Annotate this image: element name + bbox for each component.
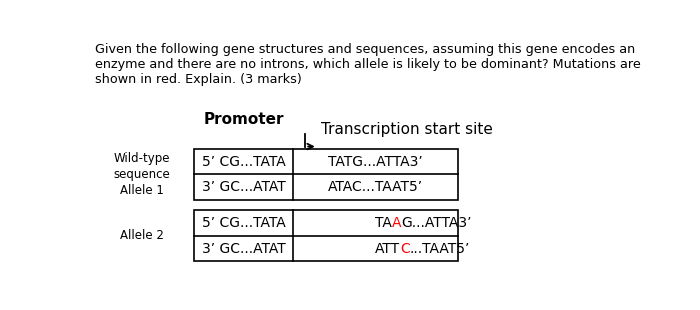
Text: Wild-type
sequence
Allele 1: Wild-type sequence Allele 1	[113, 152, 170, 197]
Text: ATAC...TAAT5’: ATAC...TAAT5’	[328, 180, 423, 194]
Text: enzyme and there are no introns, which allele is likely to be dominant? Mutation: enzyme and there are no introns, which a…	[95, 58, 641, 71]
Text: Transcription start site: Transcription start site	[321, 122, 493, 137]
Text: 3’ GC...ATAT: 3’ GC...ATAT	[202, 241, 286, 255]
Bar	[195, 149, 458, 200]
Text: Allele 2: Allele 2	[120, 229, 164, 242]
Bar	[195, 210, 458, 261]
Text: ATT: ATT	[375, 241, 400, 255]
Text: Promoter: Promoter	[204, 112, 284, 127]
Text: 5’ CG...TATA: 5’ CG...TATA	[202, 216, 286, 230]
Text: Given the following gene structures and sequences, assuming this gene encodes an: Given the following gene structures and …	[95, 43, 636, 56]
Text: 3’ GC...ATAT: 3’ GC...ATAT	[202, 180, 286, 194]
Text: TA: TA	[375, 216, 392, 230]
Text: G...ATTA3’: G...ATTA3’	[401, 216, 472, 230]
Text: ...TAAT5’: ...TAAT5’	[410, 241, 470, 255]
Text: shown in red. Explain. (3 marks): shown in red. Explain. (3 marks)	[95, 73, 302, 86]
Text: TATG...ATTA3’: TATG...ATTA3’	[328, 155, 423, 169]
Text: 5’ CG...TATA: 5’ CG...TATA	[202, 155, 286, 169]
Text: C: C	[400, 241, 410, 255]
Text: A: A	[392, 216, 401, 230]
